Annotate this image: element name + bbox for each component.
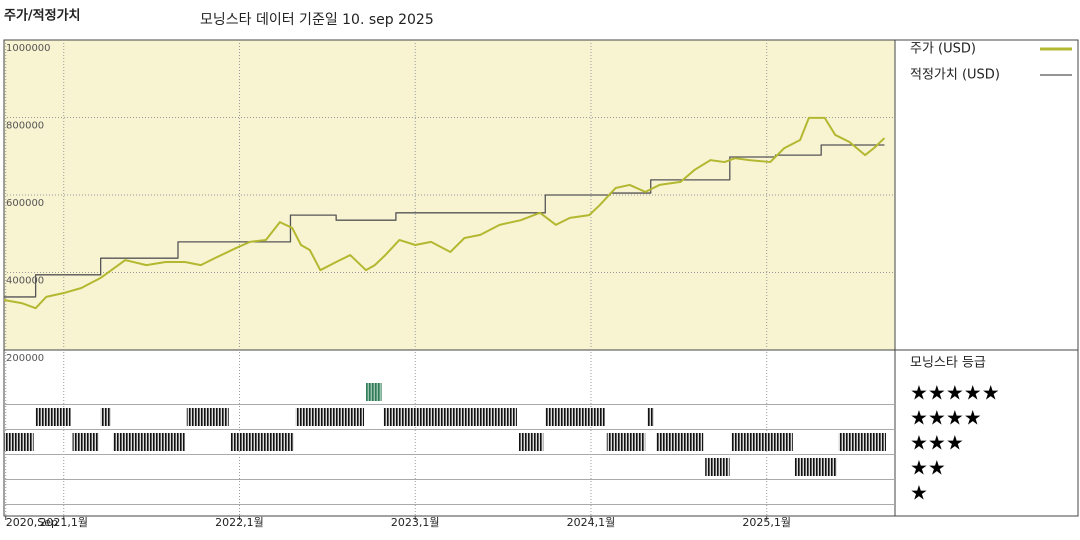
rating-title: 모닝스타 등급 — [910, 356, 986, 371]
x-tick-label: 2024,1월 — [567, 516, 616, 529]
legend-label: 주가 (USD) — [910, 42, 976, 57]
series-line — [3, 116, 886, 310]
y-tick-label: 1000000 — [6, 43, 51, 54]
frame — [3, 39, 1079, 517]
x-tick-label: 2023,1월 — [391, 516, 440, 529]
rating-bar — [705, 458, 730, 476]
rating-bar — [4, 433, 34, 451]
rating-bar — [731, 433, 793, 451]
price-panel — [4, 40, 895, 350]
rating-bar — [186, 408, 229, 426]
x-tick-label: 2020,Sep — [6, 516, 58, 529]
rating-label: ★ — [910, 481, 928, 505]
rating-label: ★★★★ — [910, 406, 982, 430]
rating-bar — [72, 433, 99, 451]
rating-bar — [295, 408, 365, 426]
rating-bar — [100, 408, 111, 426]
legend-label: 적정가치 (USD) — [910, 68, 1000, 83]
rating-bar — [366, 383, 382, 401]
y-tick-label: 800000 — [6, 121, 44, 132]
y-tick-label: 200000 — [6, 353, 44, 364]
rating-bar — [606, 433, 646, 451]
rating-bar — [383, 408, 517, 426]
x-tick-label: 2022,1월 — [215, 516, 264, 529]
rating-bar — [655, 433, 704, 451]
rating-bar — [230, 433, 294, 451]
rating-bar — [838, 433, 886, 451]
rating-bar — [112, 433, 185, 451]
rating-bar — [794, 458, 837, 476]
rating-label: ★★★★★ — [910, 381, 1000, 405]
chart-subtitle: 모닝스타 데이터 기준일 10. sep 2025 — [200, 12, 434, 28]
chart-title: 주가/적정가치 — [4, 8, 81, 24]
rating-bar — [518, 433, 544, 451]
y-tick-label: 600000 — [6, 198, 44, 209]
rating-bar — [35, 408, 71, 426]
rating-label: ★★ — [910, 456, 946, 480]
rating-bar — [647, 408, 654, 426]
series-line — [4, 144, 885, 298]
y-tick-label: 400000 — [6, 276, 44, 287]
rating-bar — [545, 408, 605, 426]
rating-label: ★★★ — [910, 431, 964, 455]
x-tick-label: 2021,1월 — [39, 516, 88, 529]
x-tick-label: 2025,1월 — [742, 516, 791, 529]
